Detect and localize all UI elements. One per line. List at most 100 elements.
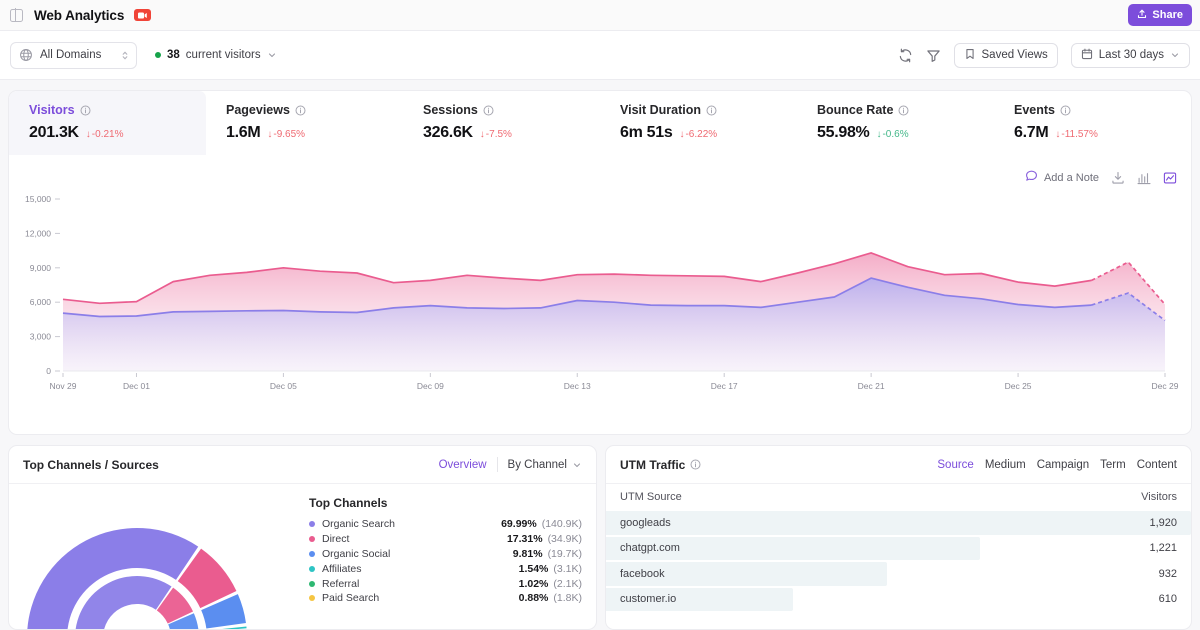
- saved-views-button[interactable]: Saved Views: [953, 42, 1058, 68]
- calendar-icon: [1081, 48, 1093, 63]
- record-badge-icon[interactable]: [134, 9, 152, 21]
- kpi-value: 6.7M: [1014, 124, 1049, 141]
- utm-tab-content[interactable]: Content: [1136, 458, 1177, 471]
- channel-row[interactable]: Affiliates 1.54% (3.1K): [309, 561, 582, 576]
- top-channels-list: Top Channels Organic Search 69.99% (140.9K…: [309, 484, 596, 629]
- channel-values: 1.02% (2.1K): [519, 578, 582, 590]
- info-icon[interactable]: [483, 105, 494, 116]
- channel-row[interactable]: Paid Search 0.88% (1.8K): [309, 591, 582, 606]
- page-title: Web Analytics: [34, 7, 125, 23]
- kpi-sessions[interactable]: Sessions 326.6K ↓ -7.5%: [403, 91, 600, 155]
- kpi-events[interactable]: Events 6.7M ↓ -11.57%: [994, 91, 1191, 155]
- chevron-down-icon: [267, 50, 277, 60]
- svg-text:3,000: 3,000: [30, 332, 52, 342]
- utm-tab-term[interactable]: Term: [1100, 458, 1126, 471]
- utm-table-body: googleads 1,920 chatgpt.com 1,221 facebook 93…: [606, 510, 1191, 612]
- bar-chart-icon[interactable]: [1137, 171, 1151, 185]
- kpi-value: 1.6M: [226, 124, 261, 141]
- utm-source-name: chatgpt.com: [620, 542, 680, 555]
- bottom-panels: Top Channels / Sources Overview By Chann…: [8, 445, 1192, 630]
- svg-text:Dec 13: Dec 13: [564, 381, 591, 391]
- kpi-header: Visit Duration: [620, 103, 797, 117]
- utm-visitors-value: 932: [1158, 567, 1177, 580]
- channel-values: 1.54% (3.1K): [519, 563, 582, 575]
- date-range-button[interactable]: Last 30 days: [1070, 42, 1190, 68]
- kpi-bounce-rate[interactable]: Bounce Rate 55.98% ↓ -0.6%: [797, 91, 994, 155]
- svg-text:Dec 05: Dec 05: [270, 381, 297, 391]
- svg-text:Dec 01: Dec 01: [123, 381, 150, 391]
- kpi-delta: ↓ -6.22%: [679, 129, 717, 140]
- trend-down-icon: ↓: [876, 129, 882, 140]
- current-visitors-indicator[interactable]: 38 current visitors: [155, 49, 277, 61]
- utm-table-row[interactable]: facebook 932: [606, 561, 1191, 587]
- saved-views-label: Saved Views: [981, 49, 1048, 61]
- channel-absolute: (19.7K): [547, 547, 582, 560]
- channels-donut-chart[interactable]: [9, 484, 309, 629]
- kpi-label: Visitors: [29, 103, 75, 117]
- utm-table-row[interactable]: googleads 1,920: [606, 510, 1191, 536]
- channel-row[interactable]: Referral 1.02% (2.1K): [309, 576, 582, 591]
- kpi-visitors[interactable]: Visitors 201.3K ↓ -0.21%: [9, 91, 206, 155]
- utm-col-visitors: Visitors: [1141, 491, 1177, 503]
- kpi-header: Bounce Rate: [817, 103, 994, 117]
- utm-traffic-header: UTM Traffic Source Medium Campaign Term Cont…: [606, 446, 1191, 484]
- kpi-delta: ↓ -9.65%: [267, 129, 305, 140]
- kpi-delta: ↓ -7.5%: [480, 129, 512, 140]
- utm-tab-campaign[interactable]: Campaign: [1036, 458, 1090, 471]
- add-note-button[interactable]: Add a Note: [1025, 169, 1099, 187]
- filter-icon[interactable]: [926, 48, 941, 63]
- utm-source-name: facebook: [620, 567, 665, 580]
- info-icon[interactable]: [295, 105, 306, 116]
- domain-selector[interactable]: All Domains: [10, 41, 137, 69]
- info-icon[interactable]: [80, 105, 91, 116]
- add-note-label: Add a Note: [1043, 172, 1099, 184]
- utm-col-source: UTM Source: [620, 491, 682, 503]
- kpi-delta-value: -9.65%: [273, 129, 306, 140]
- channel-percent: 69.99%: [501, 518, 537, 531]
- channel-percent: 17.31%: [506, 533, 543, 546]
- stepper-icon: [121, 50, 129, 61]
- channel-row[interactable]: Direct 17.31% (34.9K): [309, 532, 582, 547]
- utm-tab-medium[interactable]: Medium: [984, 458, 1026, 471]
- kpi-visit-duration[interactable]: Visit Duration 6m 51s ↓ -6.22%: [600, 91, 797, 155]
- utm-table-row[interactable]: customer.io 610: [606, 587, 1191, 613]
- kpi-row: Visitors 201.3K ↓ -0.21% Pageviews 1.6M ↓ -9.65…: [9, 91, 1191, 155]
- kpi-body: 6.7M ↓ -11.57%: [1014, 124, 1191, 142]
- channel-percent: 0.88%: [518, 592, 549, 605]
- channel-values: 17.31% (34.9K): [507, 533, 582, 545]
- channel-name: Direct: [322, 533, 350, 546]
- by-channel-dropdown[interactable]: By Channel: [508, 459, 582, 471]
- filter-bar: All Domains 38 current visitors Saved Vi…: [0, 31, 1200, 80]
- channel-row[interactable]: Organic Social 9.81% (19.7K): [309, 547, 582, 562]
- info-icon[interactable]: [1060, 105, 1071, 116]
- chevron-down-icon: [572, 460, 582, 470]
- utm-tab-source[interactable]: Source: [937, 458, 974, 471]
- visitors-area-chart[interactable]: 0 3,000 6,000 9,000 12,000 15,000 Nov 29 Dec 01…: [9, 191, 1191, 434]
- info-icon[interactable]: [690, 459, 701, 470]
- kpi-pageviews[interactable]: Pageviews 1.6M ↓ -9.65%: [206, 91, 403, 155]
- kpi-value: 55.98%: [817, 124, 870, 141]
- kpi-header: Visitors: [29, 103, 206, 117]
- trend-down-icon: ↓: [267, 129, 273, 140]
- download-icon[interactable]: [1111, 171, 1125, 185]
- channel-percent: 9.81%: [512, 547, 543, 560]
- utm-table-row[interactable]: chatgpt.com 1,221: [606, 536, 1191, 562]
- domain-selector-value: All Domains: [40, 49, 102, 61]
- channel-absolute: (2.1K): [553, 577, 582, 590]
- chevron-down-icon: [1170, 50, 1180, 60]
- line-chart-icon[interactable]: [1163, 171, 1177, 185]
- info-icon[interactable]: [898, 105, 909, 116]
- trend-down-icon: ↓: [1055, 129, 1061, 140]
- date-range-label: Last 30 days: [1098, 49, 1164, 61]
- kpi-header: Pageviews: [226, 103, 403, 117]
- kpi-value: 201.3K: [29, 124, 79, 141]
- refresh-icon[interactable]: [898, 48, 913, 63]
- info-icon[interactable]: [706, 105, 717, 116]
- panel-toggle-icon[interactable]: [10, 8, 23, 22]
- share-button[interactable]: Share: [1128, 4, 1192, 26]
- kpi-label: Visit Duration: [620, 103, 702, 117]
- channel-row[interactable]: Organic Search 69.99% (140.9K): [309, 517, 582, 532]
- tab-overview[interactable]: Overview: [438, 458, 487, 471]
- top-channels-panel: Top Channels / Sources Overview By Chann…: [8, 445, 597, 630]
- kpi-label: Sessions: [423, 103, 478, 117]
